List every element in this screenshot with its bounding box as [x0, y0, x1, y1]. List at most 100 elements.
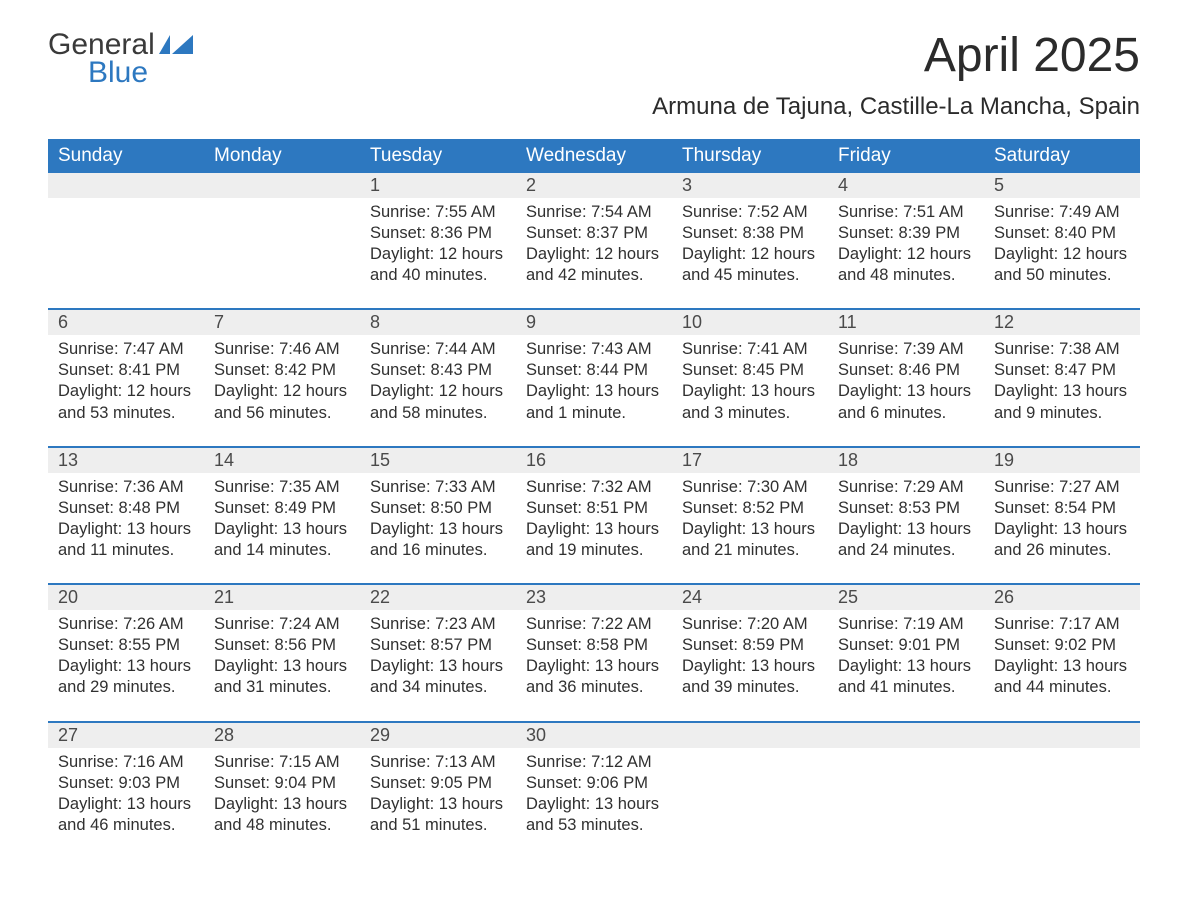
calendar-cell: 15Sunrise: 7:33 AMSunset: 8:50 PMDayligh… [360, 447, 516, 584]
sunrise-line: Sunrise: 7:12 AM [526, 752, 662, 773]
calendar-cell: 7Sunrise: 7:46 AMSunset: 8:42 PMDaylight… [204, 309, 360, 446]
day-number: 12 [984, 310, 1140, 335]
sunrise-line: Sunrise: 7:33 AM [370, 477, 506, 498]
brand-word-2: Blue [48, 58, 193, 88]
sunrise-line: Sunrise: 7:46 AM [214, 339, 350, 360]
day-number: 6 [48, 310, 204, 335]
day-number [984, 723, 1140, 748]
day-number: 3 [672, 173, 828, 198]
calendar-cell: 24Sunrise: 7:20 AMSunset: 8:59 PMDayligh… [672, 584, 828, 721]
sunset-line: Sunset: 8:49 PM [214, 498, 350, 519]
sunset-line: Sunset: 8:45 PM [682, 360, 818, 381]
sunrise-line: Sunrise: 7:54 AM [526, 202, 662, 223]
sunset-line: Sunset: 8:55 PM [58, 635, 194, 656]
header: General Blue April 2025 Armuna de Tajuna… [48, 30, 1140, 121]
day-number: 30 [516, 723, 672, 748]
sunset-line: Sunset: 8:42 PM [214, 360, 350, 381]
day-body: Sunrise: 7:43 AMSunset: 8:44 PMDaylight:… [516, 335, 672, 445]
title-block: April 2025 Armuna de Tajuna, Castille-La… [652, 30, 1140, 121]
day-body: Sunrise: 7:13 AMSunset: 9:05 PMDaylight:… [360, 748, 516, 858]
sunset-line: Sunset: 8:44 PM [526, 360, 662, 381]
calendar-cell: 18Sunrise: 7:29 AMSunset: 8:53 PMDayligh… [828, 447, 984, 584]
day-body [204, 198, 360, 298]
calendar-cell: 25Sunrise: 7:19 AMSunset: 9:01 PMDayligh… [828, 584, 984, 721]
calendar-cell [204, 173, 360, 309]
day-number: 8 [360, 310, 516, 335]
sunset-line: Sunset: 8:38 PM [682, 223, 818, 244]
sunrise-line: Sunrise: 7:19 AM [838, 614, 974, 635]
daylight-line: Daylight: 13 hours and 14 minutes. [214, 519, 350, 561]
sunset-line: Sunset: 8:52 PM [682, 498, 818, 519]
calendar-cell: 10Sunrise: 7:41 AMSunset: 8:45 PMDayligh… [672, 309, 828, 446]
sunrise-line: Sunrise: 7:22 AM [526, 614, 662, 635]
daylight-line: Daylight: 13 hours and 51 minutes. [370, 794, 506, 836]
daylight-line: Daylight: 13 hours and 53 minutes. [526, 794, 662, 836]
sunset-line: Sunset: 8:36 PM [370, 223, 506, 244]
day-header: Sunday [48, 139, 204, 173]
day-number: 11 [828, 310, 984, 335]
day-body [672, 748, 828, 848]
day-header: Tuesday [360, 139, 516, 173]
day-body [984, 748, 1140, 848]
sunrise-line: Sunrise: 7:49 AM [994, 202, 1130, 223]
day-number: 9 [516, 310, 672, 335]
sunset-line: Sunset: 8:43 PM [370, 360, 506, 381]
day-body: Sunrise: 7:36 AMSunset: 8:48 PMDaylight:… [48, 473, 204, 583]
day-body: Sunrise: 7:52 AMSunset: 8:38 PMDaylight:… [672, 198, 828, 308]
sunset-line: Sunset: 9:02 PM [994, 635, 1130, 656]
day-number: 18 [828, 448, 984, 473]
calendar-cell [828, 722, 984, 858]
calendar-cell: 23Sunrise: 7:22 AMSunset: 8:58 PMDayligh… [516, 584, 672, 721]
calendar-cell [48, 173, 204, 309]
day-body: Sunrise: 7:33 AMSunset: 8:50 PMDaylight:… [360, 473, 516, 583]
day-number: 19 [984, 448, 1140, 473]
day-body: Sunrise: 7:55 AMSunset: 8:36 PMDaylight:… [360, 198, 516, 308]
calendar-week: 20Sunrise: 7:26 AMSunset: 8:55 PMDayligh… [48, 584, 1140, 721]
day-body: Sunrise: 7:54 AMSunset: 8:37 PMDaylight:… [516, 198, 672, 308]
sunrise-line: Sunrise: 7:41 AM [682, 339, 818, 360]
day-body: Sunrise: 7:49 AMSunset: 8:40 PMDaylight:… [984, 198, 1140, 308]
calendar-cell: 14Sunrise: 7:35 AMSunset: 8:49 PMDayligh… [204, 447, 360, 584]
sunset-line: Sunset: 8:39 PM [838, 223, 974, 244]
calendar-cell: 19Sunrise: 7:27 AMSunset: 8:54 PMDayligh… [984, 447, 1140, 584]
day-number: 2 [516, 173, 672, 198]
calendar-cell: 17Sunrise: 7:30 AMSunset: 8:52 PMDayligh… [672, 447, 828, 584]
day-body: Sunrise: 7:16 AMSunset: 9:03 PMDaylight:… [48, 748, 204, 858]
calendar-cell: 4Sunrise: 7:51 AMSunset: 8:39 PMDaylight… [828, 173, 984, 309]
sunrise-line: Sunrise: 7:15 AM [214, 752, 350, 773]
sunrise-line: Sunrise: 7:27 AM [994, 477, 1130, 498]
sunrise-line: Sunrise: 7:26 AM [58, 614, 194, 635]
daylight-line: Daylight: 12 hours and 42 minutes. [526, 244, 662, 286]
sunrise-line: Sunrise: 7:32 AM [526, 477, 662, 498]
day-body: Sunrise: 7:19 AMSunset: 9:01 PMDaylight:… [828, 610, 984, 720]
sunset-line: Sunset: 9:06 PM [526, 773, 662, 794]
day-number: 21 [204, 585, 360, 610]
sunset-line: Sunset: 8:40 PM [994, 223, 1130, 244]
day-body: Sunrise: 7:20 AMSunset: 8:59 PMDaylight:… [672, 610, 828, 720]
sunrise-line: Sunrise: 7:43 AM [526, 339, 662, 360]
day-number: 16 [516, 448, 672, 473]
calendar-cell: 16Sunrise: 7:32 AMSunset: 8:51 PMDayligh… [516, 447, 672, 584]
day-number: 17 [672, 448, 828, 473]
sunrise-line: Sunrise: 7:16 AM [58, 752, 194, 773]
daylight-line: Daylight: 13 hours and 34 minutes. [370, 656, 506, 698]
day-number [48, 173, 204, 198]
daylight-line: Daylight: 13 hours and 9 minutes. [994, 381, 1130, 423]
daylight-line: Daylight: 13 hours and 21 minutes. [682, 519, 818, 561]
sunset-line: Sunset: 8:46 PM [838, 360, 974, 381]
day-number [828, 723, 984, 748]
day-number [204, 173, 360, 198]
day-number: 29 [360, 723, 516, 748]
day-number: 5 [984, 173, 1140, 198]
calendar-cell: 27Sunrise: 7:16 AMSunset: 9:03 PMDayligh… [48, 722, 204, 858]
sunrise-line: Sunrise: 7:29 AM [838, 477, 974, 498]
sunset-line: Sunset: 9:01 PM [838, 635, 974, 656]
sunset-line: Sunset: 8:48 PM [58, 498, 194, 519]
calendar-cell: 1Sunrise: 7:55 AMSunset: 8:36 PMDaylight… [360, 173, 516, 309]
day-body: Sunrise: 7:41 AMSunset: 8:45 PMDaylight:… [672, 335, 828, 445]
sunrise-line: Sunrise: 7:47 AM [58, 339, 194, 360]
sunset-line: Sunset: 8:37 PM [526, 223, 662, 244]
sunrise-line: Sunrise: 7:44 AM [370, 339, 506, 360]
daylight-line: Daylight: 13 hours and 3 minutes. [682, 381, 818, 423]
sunset-line: Sunset: 8:54 PM [994, 498, 1130, 519]
